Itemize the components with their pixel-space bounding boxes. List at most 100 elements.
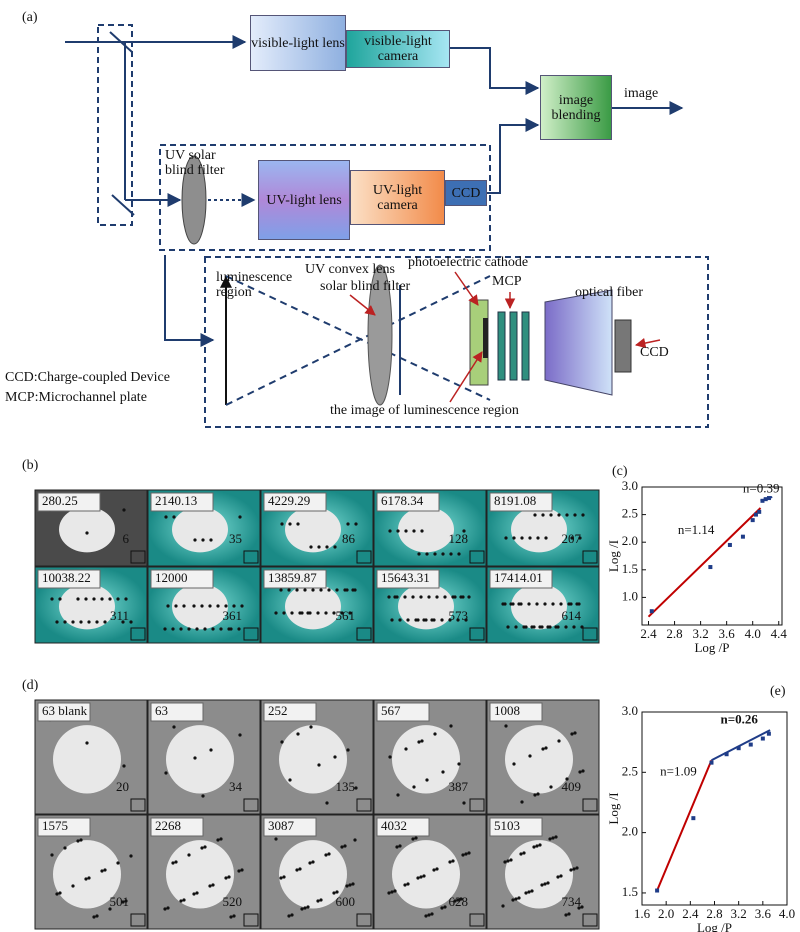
convex-lens-label: UV convex lens: [305, 262, 395, 277]
particle-count: 86: [342, 531, 356, 546]
particle: [432, 868, 435, 871]
particle: [581, 769, 584, 772]
data-point: [751, 518, 755, 522]
particle: [85, 531, 88, 534]
particle: [524, 891, 527, 894]
particle: [58, 597, 61, 600]
particle: [335, 588, 338, 591]
y-tick-label: 3.0: [622, 478, 638, 493]
luminescence-label: luminescence region: [216, 270, 296, 300]
particle: [541, 513, 544, 516]
cell-label: 15643.31: [381, 570, 430, 585]
particle: [219, 837, 222, 840]
particle: [541, 747, 544, 750]
particle-count: 561: [336, 608, 356, 623]
panel-label: (c): [612, 464, 628, 479]
sample-blob: [172, 507, 228, 553]
particle: [520, 800, 523, 803]
particle-count: 614: [562, 608, 582, 623]
particle: [211, 627, 214, 630]
particle: [238, 515, 241, 518]
panel-label: (e): [770, 684, 786, 699]
annotation: n=1.14: [678, 522, 715, 537]
particle: [433, 732, 436, 735]
data-point: [741, 535, 745, 539]
particle: [316, 611, 319, 614]
particle: [422, 874, 425, 877]
particle: [50, 597, 53, 600]
particle: [300, 611, 303, 614]
particle: [419, 595, 422, 598]
particle: [63, 846, 66, 849]
particle: [559, 602, 562, 605]
particle: [229, 627, 232, 630]
cell-label: 12000: [155, 570, 188, 585]
particle: [279, 876, 282, 879]
particle-count: 311: [110, 608, 129, 623]
cathode-label: photoelectric cathode: [408, 255, 528, 270]
particle: [129, 854, 132, 857]
particle: [581, 513, 584, 516]
particle: [403, 883, 406, 886]
fiber: [545, 290, 612, 395]
particle-count: 409: [562, 779, 582, 794]
particle: [519, 602, 522, 605]
particle: [195, 627, 198, 630]
particle: [79, 838, 82, 841]
particle: [166, 604, 169, 607]
particle-count: 520: [223, 894, 243, 909]
particle: [417, 552, 420, 555]
particle: [412, 529, 415, 532]
particle: [348, 883, 351, 886]
particle: [396, 529, 399, 532]
particle: [182, 604, 185, 607]
particle: [351, 882, 354, 885]
sample-blob: [166, 725, 234, 793]
particle-count: 501: [110, 894, 130, 909]
filter-label: UV solar blind filter: [165, 148, 245, 178]
particle: [396, 793, 399, 796]
particle: [530, 889, 533, 892]
image-grids: 280.2562140.13354229.29866178.341288191.…: [35, 490, 599, 929]
particle: [345, 588, 348, 591]
particle: [201, 794, 204, 797]
particle: [457, 762, 460, 765]
particle: [540, 625, 543, 628]
particle: [84, 877, 87, 880]
particle: [536, 792, 539, 795]
particle: [298, 867, 301, 870]
particle: [187, 853, 190, 856]
data-point: [708, 565, 712, 569]
particle: [76, 839, 79, 842]
particle: [103, 620, 106, 623]
particle: [201, 538, 204, 541]
sample-blob: [53, 725, 121, 793]
particle: [311, 588, 314, 591]
particle: [395, 845, 398, 848]
particle: [232, 914, 235, 917]
y-axis-label: Log /I: [606, 792, 621, 824]
particle: [327, 852, 330, 855]
particle: [543, 602, 546, 605]
particle: [353, 588, 356, 591]
mcp-label: MCP: [492, 274, 522, 289]
cell-label: 567: [381, 703, 401, 718]
particle: [551, 836, 554, 839]
particle: [219, 627, 222, 630]
x-tick-label: 1.6: [634, 906, 651, 921]
particle: [430, 912, 433, 915]
particle: [506, 859, 509, 862]
particle: [237, 869, 240, 872]
particle: [327, 588, 330, 591]
particle: [544, 746, 547, 749]
particle: [461, 853, 464, 856]
particle: [528, 536, 531, 539]
particle: [87, 620, 90, 623]
ccd-plate: [615, 320, 631, 372]
particle: [50, 853, 53, 856]
y-tick-label: 2.5: [622, 506, 638, 521]
particle: [403, 595, 406, 598]
particle: [572, 867, 575, 870]
cell-label: 1575: [42, 818, 68, 833]
particle: [511, 898, 514, 901]
